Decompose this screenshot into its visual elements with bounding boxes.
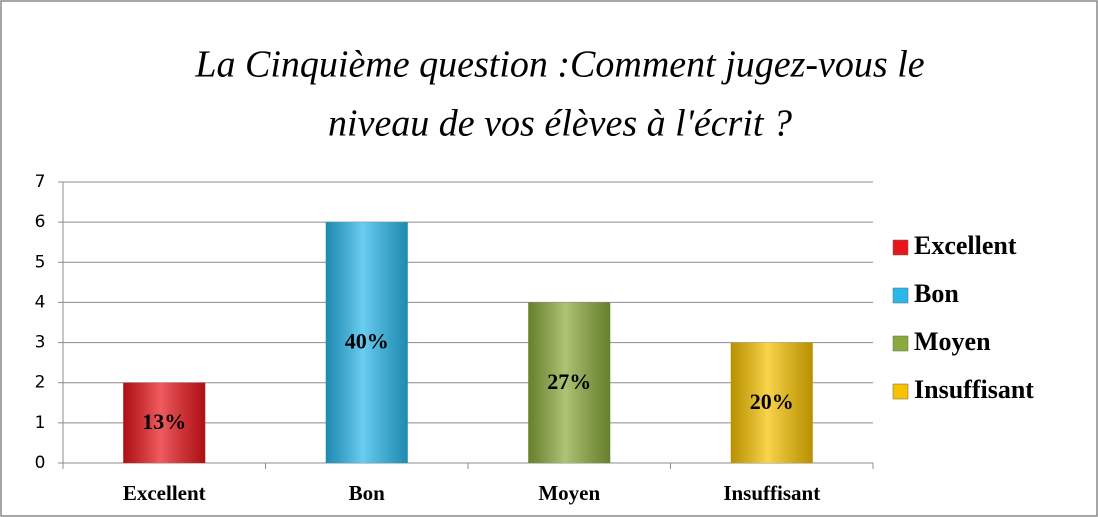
y-tick-label: 3 [35, 333, 46, 353]
bar-shine [528, 302, 611, 463]
y-tick-label: 4 [35, 292, 46, 312]
y-tick-label: 1 [35, 413, 46, 433]
legend-label: Excellent [914, 231, 1017, 260]
y-tick-label: 5 [35, 252, 46, 272]
x-tick-label: Moyen [538, 481, 600, 505]
y-tick-label: 0 [35, 453, 46, 473]
y-tick-label: 2 [35, 373, 46, 393]
y-tick-label: 6 [35, 212, 46, 232]
chart-title: niveau de vos élèves à l'écrit ? [328, 103, 792, 145]
bar-shine [730, 342, 813, 463]
legend-label: Moyen [914, 327, 991, 356]
bar-shine [123, 382, 206, 463]
x-tick-label: Insuffisant [723, 481, 820, 505]
legend-swatch [892, 335, 909, 352]
legend-swatch [892, 383, 909, 400]
x-tick-label: Excellent [123, 481, 206, 505]
legend-swatch [892, 239, 909, 256]
data-label: 27% [547, 369, 591, 394]
data-label: 13% [142, 409, 186, 434]
data-label: 40% [345, 329, 389, 354]
y-tick-label: 7 [35, 172, 46, 192]
legend-label: Insuffisant [914, 375, 1034, 404]
legend-label: Bon [914, 279, 959, 308]
bar-shine [325, 222, 408, 463]
chart-title: La Cinquième question :Comment jugez-vou… [194, 44, 924, 86]
data-label: 20% [750, 389, 794, 414]
legend-swatch [892, 287, 909, 304]
x-tick-label: Bon [349, 481, 386, 505]
